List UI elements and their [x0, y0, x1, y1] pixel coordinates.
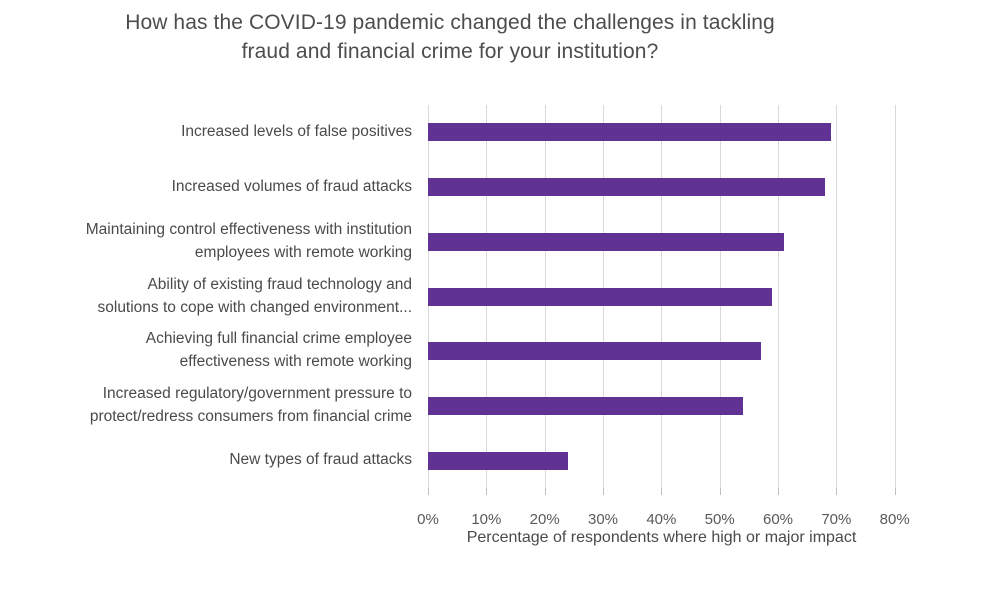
- x-tick-label: 40%: [646, 511, 677, 528]
- gridline: [836, 105, 838, 488]
- axis-tick: [719, 488, 721, 495]
- x-tick-label: 80%: [879, 511, 910, 528]
- axis-tick: [661, 488, 663, 495]
- bar: [428, 342, 761, 361]
- category-label: Achieving full financial crime employee …: [145, 330, 412, 371]
- chart-title: How has the COVID-19 pandemic changed th…: [125, 11, 775, 63]
- bar: [428, 178, 825, 197]
- x-tick-label: 30%: [587, 511, 619, 528]
- category-label: Maintaining control effectiveness with i…: [85, 220, 412, 261]
- bar: [428, 396, 744, 415]
- x-tick-label: 50%: [704, 511, 735, 528]
- category-label: Increased regulatory/government pressure…: [89, 384, 412, 425]
- x-axis-title: Percentage of respondents where high or …: [466, 529, 857, 546]
- x-tick-label: 70%: [821, 511, 852, 528]
- axis-tick: [544, 488, 546, 495]
- category-label: Increased volumes of fraud attacks: [171, 177, 412, 195]
- gridline: [778, 105, 780, 488]
- gridline: [894, 105, 896, 488]
- bar: [428, 287, 773, 306]
- category-label: New types of fraud attacks: [229, 451, 412, 469]
- axis-tick: [778, 488, 780, 495]
- axis-tick: [836, 488, 838, 495]
- axis-tick: [603, 488, 604, 495]
- bar: [428, 232, 784, 251]
- axis-tick: [486, 488, 488, 495]
- axis-tick: [428, 488, 429, 495]
- x-tick-label: 20%: [529, 511, 560, 528]
- bar: [428, 123, 831, 142]
- category-label: Increased levels of false positives: [181, 122, 412, 140]
- category-label: Ability of existing fraud technology and…: [97, 275, 413, 316]
- axis-tick: [894, 488, 896, 495]
- x-tick-label: 10%: [471, 511, 502, 528]
- bar: [428, 451, 568, 470]
- x-tick-label: 0%: [417, 511, 439, 528]
- x-tick-label: 60%: [763, 511, 794, 528]
